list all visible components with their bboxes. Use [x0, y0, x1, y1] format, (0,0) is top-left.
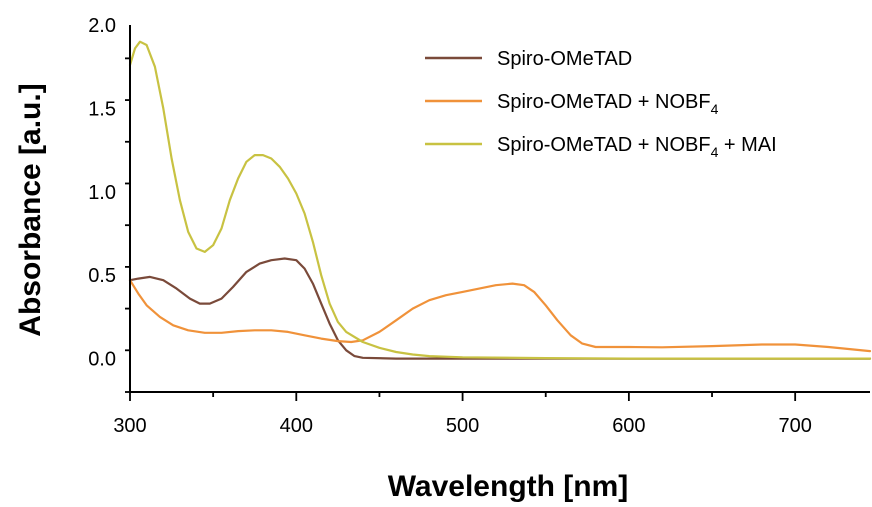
x-tick-label: 300: [113, 415, 146, 437]
x-tick-label: 700: [778, 415, 811, 437]
y-tick-label: 1.0: [88, 182, 116, 204]
x-tick-label: 500: [446, 415, 479, 437]
y-tick-label: 0.5: [88, 265, 116, 287]
x-axis-title: Wavelength [nm]: [388, 470, 629, 503]
legend-label-1: Spiro-OMeTAD: [497, 48, 632, 70]
legend-label-3: Spiro-OMeTAD + NOBF4 + MAI: [497, 134, 777, 160]
series-line-2: [128, 279, 872, 353]
series-line-3: [128, 40, 872, 360]
y-tick-label: 0.0: [88, 349, 116, 371]
plot-area: [128, 40, 872, 360]
x-tick-label: 600: [612, 415, 645, 437]
y-tick-label: 2.0: [88, 15, 116, 37]
x-tick-label: 400: [280, 415, 313, 437]
tick-labels: 0.0 0.5 1.0 1.5 2.0 300 400 500 600 700: [88, 15, 812, 437]
series-line-1: [128, 257, 872, 360]
legend: Spiro-OMeTAD Spiro-OMeTAD + NOBF4 Spiro-OM…: [425, 48, 777, 160]
y-tick-label: 1.5: [88, 98, 116, 120]
legend-label-2: Spiro-OMeTAD + NOBF4: [497, 91, 719, 117]
tick-marks: [125, 57, 797, 401]
axes: [129, 25, 870, 393]
y-axis-title: Absorbance [a.u.]: [14, 83, 47, 336]
